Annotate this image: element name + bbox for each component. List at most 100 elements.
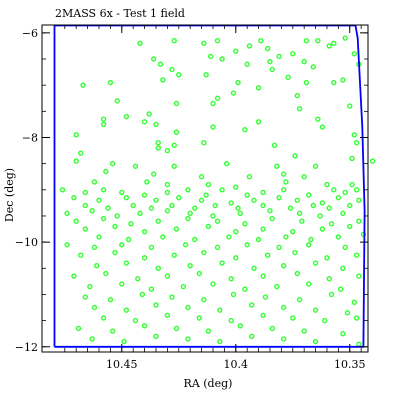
data-point [310, 64, 316, 70]
data-point [144, 179, 150, 185]
data-point [223, 160, 230, 167]
x-tick-label: 10.45 [106, 358, 138, 371]
data-point [94, 262, 100, 269]
data-point [207, 53, 214, 60]
data-point [337, 286, 344, 292]
data-point [169, 294, 175, 300]
data-point [326, 276, 332, 282]
data-point [71, 273, 77, 279]
plot-frame [41, 24, 369, 353]
data-point [160, 234, 166, 240]
data-point [235, 79, 241, 86]
data-point [75, 325, 82, 332]
data-point [107, 296, 114, 303]
data-point [196, 270, 203, 277]
data-point [123, 113, 130, 120]
data-point [369, 158, 376, 164]
data-point [64, 242, 70, 248]
data-point [244, 61, 250, 67]
data-point [353, 187, 360, 193]
data-point [205, 181, 212, 188]
data-point [301, 328, 307, 334]
data-point [185, 187, 191, 193]
data-point [210, 213, 216, 219]
data-point [146, 111, 152, 117]
data-point [269, 215, 275, 222]
data-point [356, 197, 362, 203]
data-point [233, 48, 239, 54]
data-point [82, 226, 89, 232]
data-point [141, 323, 148, 329]
data-point [139, 291, 146, 298]
data-point [319, 124, 326, 130]
data-point [82, 202, 89, 209]
data-point [335, 234, 342, 240]
data-point [100, 121, 107, 128]
data-point [290, 51, 296, 57]
data-point [344, 310, 351, 316]
data-point [135, 276, 141, 282]
data-point [214, 244, 221, 251]
points-layer [59, 35, 376, 347]
data-point [112, 223, 118, 230]
data-point [310, 202, 316, 209]
data-point [228, 200, 234, 206]
data-point [112, 249, 118, 256]
data-point [201, 296, 207, 303]
data-point [219, 56, 225, 62]
data-point [296, 296, 303, 303]
data-point [187, 262, 193, 269]
data-point [89, 208, 95, 214]
data-point [228, 317, 234, 324]
data-point [356, 273, 362, 279]
data-point [155, 145, 161, 151]
data-point [210, 281, 216, 287]
data-point [219, 187, 225, 193]
data-point [96, 234, 102, 240]
data-point [114, 98, 120, 104]
data-point [89, 336, 95, 342]
data-point [71, 194, 77, 201]
data-point [255, 236, 262, 243]
data-point [73, 132, 79, 138]
data-point [296, 106, 303, 112]
data-point [121, 338, 127, 345]
data-point [242, 221, 248, 227]
data-point [283, 234, 289, 240]
data-point [328, 291, 335, 298]
data-point [294, 92, 301, 99]
x-tick-label: 10.35 [334, 358, 366, 371]
data-point [80, 82, 86, 88]
data-point [171, 37, 177, 44]
data-point [105, 205, 111, 211]
data-point [331, 187, 337, 193]
data-point [321, 317, 328, 324]
data-point [119, 242, 125, 248]
data-point [164, 208, 171, 214]
data-point [153, 197, 159, 203]
data-point [347, 202, 353, 209]
data-point [315, 37, 321, 44]
data-point [326, 43, 332, 49]
data-point [173, 325, 180, 332]
data-point [306, 281, 312, 287]
data-point [237, 323, 244, 329]
data-point [269, 325, 275, 332]
data-point [290, 315, 296, 321]
data-point [335, 194, 342, 201]
data-point [201, 140, 207, 146]
data-point [235, 205, 241, 211]
data-point [119, 189, 125, 196]
data-point [299, 218, 305, 224]
data-point [78, 150, 84, 156]
data-point [153, 333, 159, 340]
data-point [210, 100, 216, 107]
chart-title: 2MASS 6x - Test 1 field [55, 7, 185, 20]
data-point [340, 265, 346, 271]
data-point [269, 66, 275, 73]
data-point [242, 126, 248, 133]
data-point [64, 210, 70, 217]
data-point [331, 40, 337, 47]
data-point [349, 181, 355, 188]
data-point [319, 200, 326, 206]
